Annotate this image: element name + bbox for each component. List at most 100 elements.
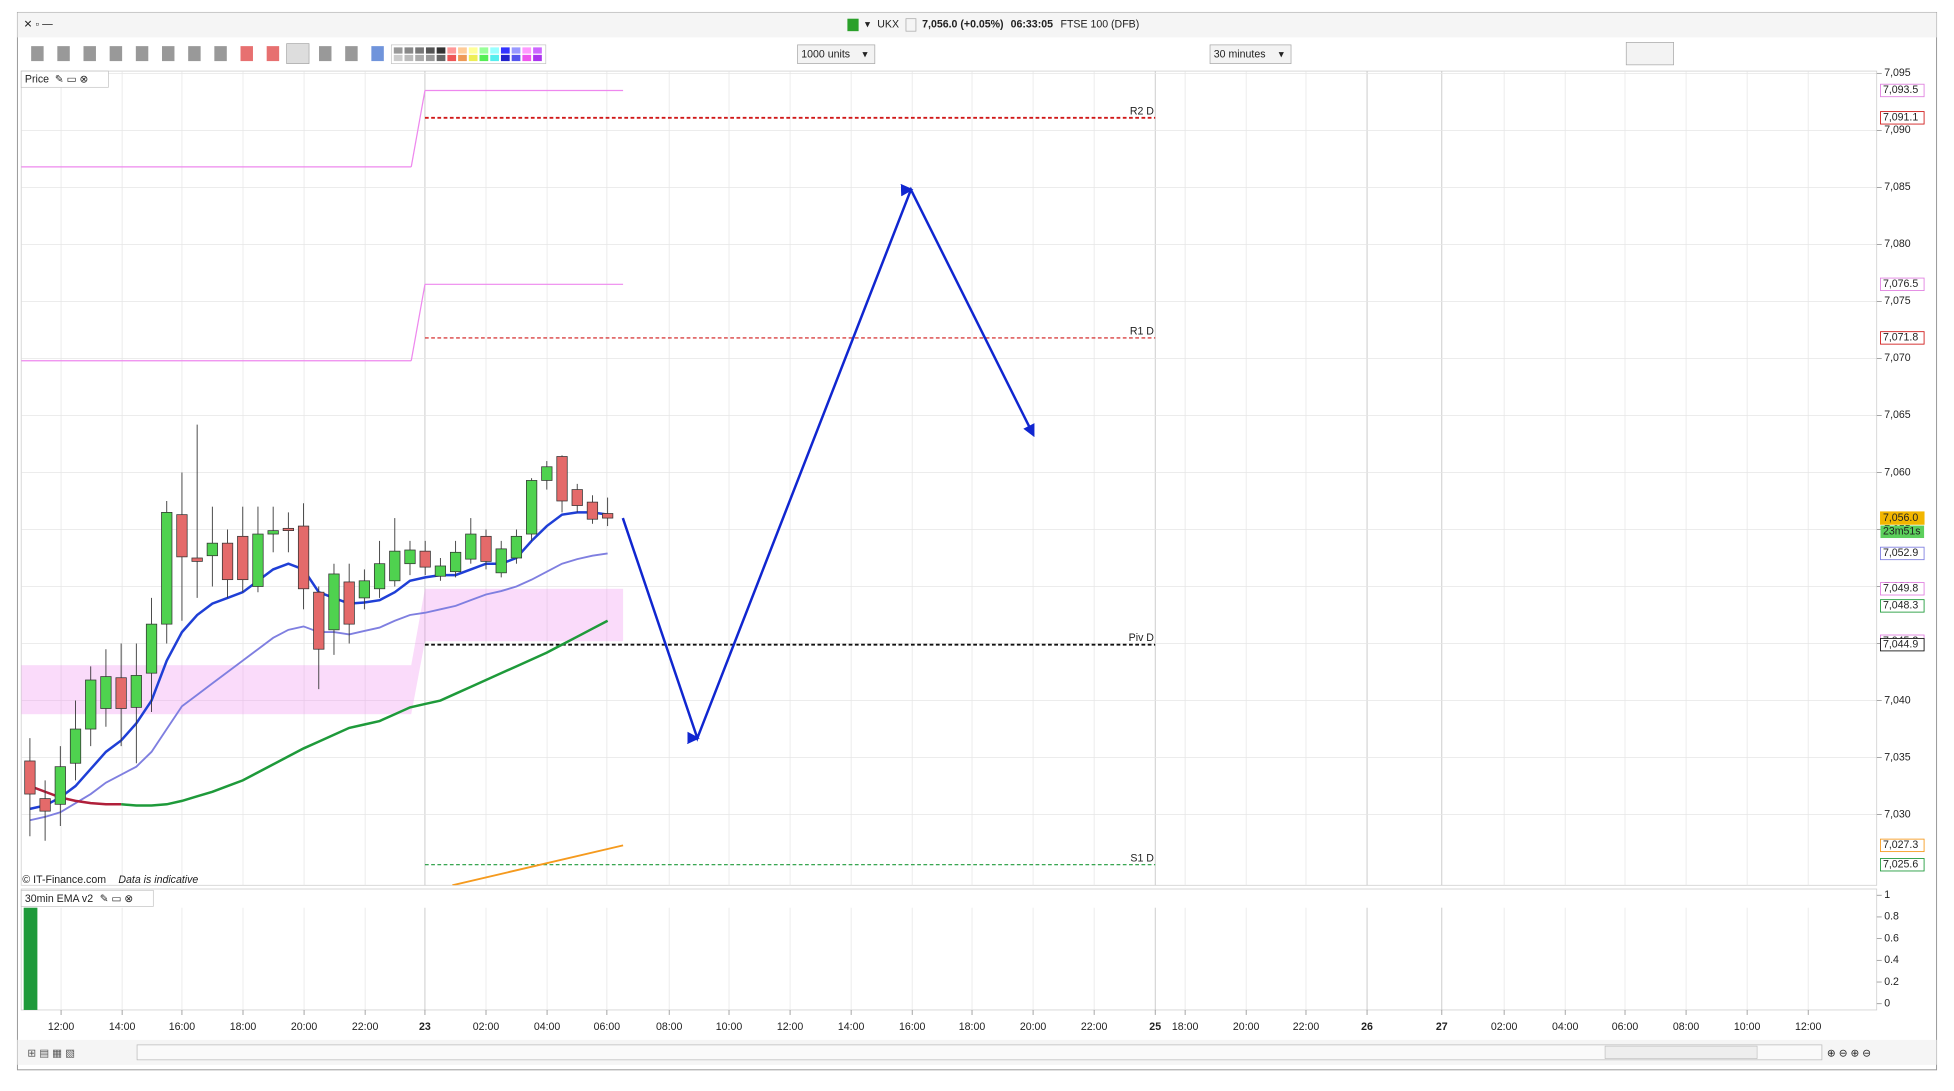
units-dropdown[interactable] — [797, 44, 876, 64]
candle-body — [389, 550, 401, 582]
indicator-panel — [20, 888, 1878, 1011]
x-tick-label: 14:00 — [109, 1021, 136, 1033]
panel-header — [20, 889, 154, 907]
price-tag-label: 7,091.1 — [1883, 112, 1918, 124]
y-tick-label: 7,090 — [1884, 124, 1911, 136]
price-tag — [1880, 111, 1925, 125]
tool-icon[interactable] — [214, 46, 227, 62]
tool-icon[interactable] — [162, 46, 175, 62]
price-change: 7,056.0 (+0.05%) — [922, 19, 1003, 31]
pivot-label: R2 D — [1130, 105, 1154, 117]
tool-icon[interactable] — [240, 46, 253, 62]
swatch — [468, 54, 478, 62]
zoom-buttons[interactable]: ⊕ ⊖ ⊕ ⊖ — [1827, 1047, 1871, 1059]
orange-line — [452, 844, 624, 886]
candle-body — [252, 533, 264, 587]
x-tick-label: 16:00 — [899, 1021, 926, 1033]
price-tag-label: 7,048.3 — [1883, 600, 1918, 612]
x-tick-label: 04:00 — [1552, 1021, 1579, 1033]
close-button[interactable]: ✕ ▫ — — [24, 19, 53, 31]
tool-icon[interactable] — [31, 46, 44, 62]
candle-body — [328, 573, 340, 631]
market-name: FTSE 100 (DFB) — [1060, 19, 1139, 31]
tool-icon-active[interactable] — [286, 43, 310, 64]
y-tick-label: 1 — [1884, 889, 1890, 901]
candle-body — [526, 480, 538, 535]
panel-header — [20, 70, 109, 88]
price-tag — [1880, 582, 1925, 596]
symbol-icon — [847, 18, 859, 32]
swatch — [479, 54, 489, 62]
x-tick-label: 23 — [419, 1021, 431, 1033]
tool-icon[interactable] — [345, 46, 358, 62]
price-tag — [1880, 277, 1925, 291]
x-tick-label: 12:00 — [777, 1021, 804, 1033]
x-tick-label: 20:00 — [291, 1021, 318, 1033]
candle-body — [191, 557, 203, 562]
swatch — [533, 54, 542, 62]
candle-body — [297, 525, 310, 590]
swatch — [447, 47, 457, 54]
zone-connector — [410, 284, 426, 361]
y-tick-label: 7,065 — [1884, 409, 1911, 421]
tool-icon[interactable] — [188, 46, 201, 62]
chart-type-button[interactable] — [1625, 42, 1674, 66]
x-tick-label: 20:00 — [1020, 1021, 1047, 1033]
candle-body — [419, 550, 431, 568]
countdown: 23m51s — [1883, 526, 1921, 538]
indicator-plot — [23, 907, 1809, 1010]
interval-dropdown[interactable] — [1209, 44, 1292, 64]
candle-body — [54, 766, 66, 805]
candle-body — [495, 548, 507, 574]
price-tag-label: 7,027.3 — [1883, 839, 1918, 851]
zone-connector — [410, 90, 426, 167]
x-tick-label: 02:00 — [1491, 1021, 1518, 1033]
candle-body — [145, 623, 158, 674]
y-tick-label: 7,030 — [1884, 808, 1911, 820]
x-tick-label: 26 — [1361, 1021, 1373, 1033]
candle-body — [176, 514, 188, 558]
x-tick-label: 20:00 — [1233, 1021, 1260, 1033]
y-tick-label: 0 — [1884, 998, 1890, 1010]
x-tick-label: 22:00 — [1293, 1021, 1320, 1033]
tool-icon[interactable] — [57, 46, 70, 62]
price-tag-label: 7,093.5 — [1883, 84, 1918, 96]
info-icon[interactable] — [905, 18, 917, 32]
candle-body — [404, 549, 416, 565]
zone-connector — [411, 588, 425, 715]
bottom-tools[interactable]: ⊞ ▤ ▦ ▧ — [27, 1047, 75, 1059]
countdown-tag — [1880, 525, 1925, 539]
tool-icon[interactable] — [135, 46, 149, 62]
swatch — [447, 54, 457, 62]
x-tick-label: 10:00 — [1734, 1021, 1761, 1033]
candle-body — [85, 679, 97, 730]
swatch — [404, 47, 414, 54]
title-bar — [17, 12, 1937, 38]
price-tag — [1880, 858, 1925, 872]
price-tag — [1880, 599, 1925, 613]
pivot-band — [21, 665, 412, 715]
price-tag — [1880, 637, 1925, 652]
tool-icon[interactable] — [83, 46, 96, 62]
x-tick-label: 18:00 — [959, 1021, 986, 1033]
price-tag-label: 7,025.6 — [1883, 859, 1918, 871]
panel-buttons[interactable]: ✎ ▭ ⊗ — [55, 74, 89, 86]
candle-body — [343, 581, 355, 625]
tool-icon[interactable] — [319, 46, 332, 62]
tool-icon[interactable] — [266, 46, 280, 62]
swatch — [415, 47, 424, 54]
panel-buttons[interactable]: ✎ ▭ ⊗ — [100, 893, 134, 905]
color-palette[interactable] — [390, 44, 547, 64]
candle-body — [206, 542, 218, 557]
candle-body — [465, 533, 477, 560]
tool-icon[interactable] — [371, 46, 384, 62]
swatch — [522, 47, 532, 54]
x-tick-label: 12:00 — [1795, 1021, 1822, 1033]
scrollbar[interactable] — [136, 1044, 1823, 1061]
scroll-thumb[interactable] — [1604, 1045, 1758, 1059]
symbol-dropdown[interactable]: ▾ — [865, 19, 871, 31]
tool-icon[interactable] — [109, 46, 123, 62]
x-tick-label: 08:00 — [656, 1021, 683, 1033]
y-tick-label: 7,080 — [1884, 238, 1911, 250]
palette-swatches — [393, 47, 542, 62]
